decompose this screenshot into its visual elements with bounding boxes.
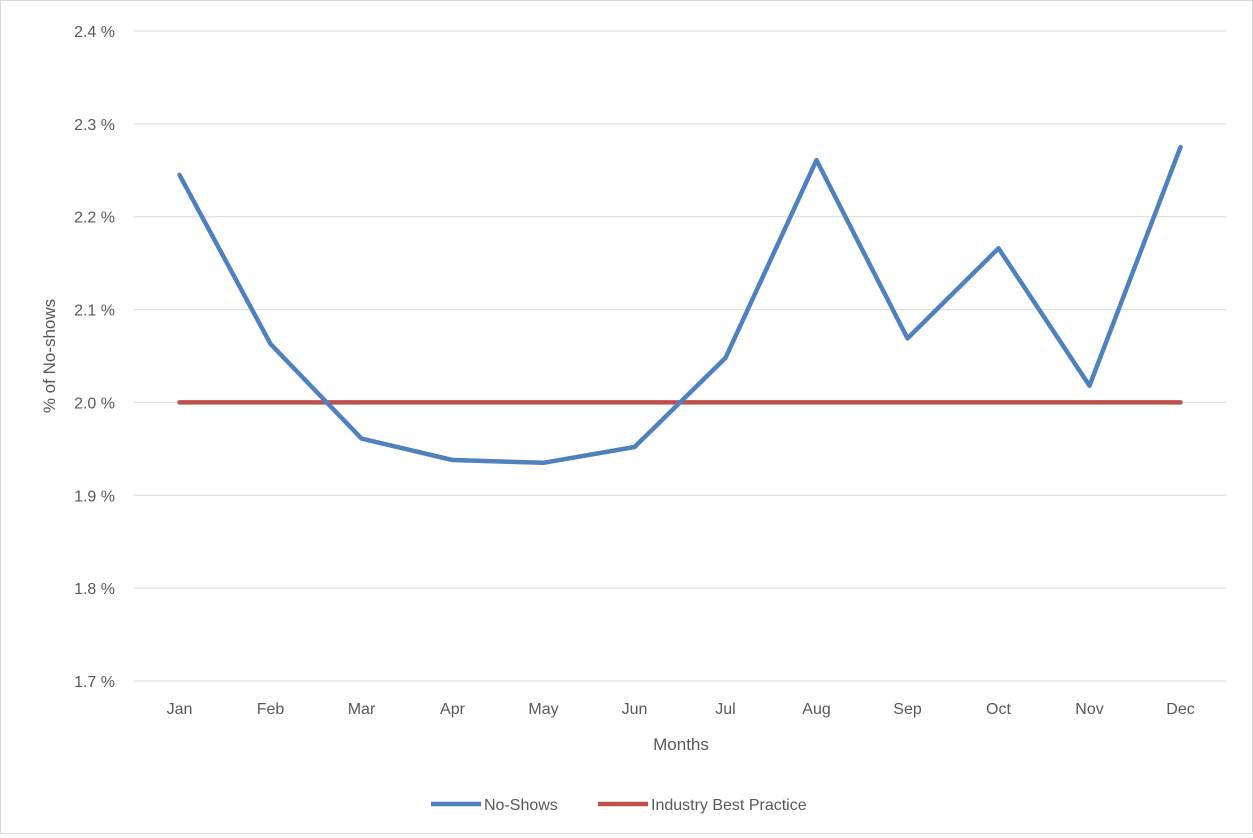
x-tick-label: Jan (167, 701, 193, 718)
series-line-no-shows (180, 147, 1181, 463)
gridlines (134, 31, 1226, 681)
x-tick-label: Apr (440, 701, 466, 718)
x-tick-label: Jun (622, 701, 648, 718)
x-axis-label: Months (653, 735, 709, 754)
x-tick-label: Mar (348, 701, 376, 718)
x-tick-label: Feb (257, 701, 285, 718)
x-tick-label: Aug (802, 701, 830, 718)
x-tick-label: Oct (986, 701, 1011, 718)
x-tick-label: Dec (1166, 701, 1194, 718)
y-tick-label: 1.8 % (74, 581, 115, 598)
legend: No-Shows Industry Best Practice (431, 797, 807, 814)
y-tick-label: 1.9 % (74, 488, 115, 505)
y-tick-label: 2.4 % (74, 24, 115, 41)
series-lines (179, 147, 1180, 463)
legend-label: No-Shows (484, 797, 558, 814)
legend-label: Industry Best Practice (651, 797, 807, 814)
y-tick-label: 2.2 % (74, 210, 115, 227)
x-tick-label: Nov (1075, 701, 1103, 718)
y-tick-label: 2.1 % (74, 303, 115, 320)
y-tick-label: 2.0 % (74, 395, 115, 412)
x-axis-ticks: Jan Feb Mar Apr May Jun Jul Aug Sep Oct Nov Dec (167, 701, 1195, 718)
y-tick-label: 1.7 % (74, 674, 115, 691)
x-tick-label: Sep (893, 701, 922, 718)
y-axis-ticks: 1.7 % 1.8 % 1.9 % 2.0 % 2.1 % 2.2 % 2.3 % 2.4 % (74, 24, 115, 691)
y-axis-label: % of No-shows (40, 299, 59, 413)
y-tick-label: 2.3 % (74, 117, 115, 134)
x-tick-label: Jul (715, 701, 735, 718)
x-tick-label: May (528, 701, 558, 718)
